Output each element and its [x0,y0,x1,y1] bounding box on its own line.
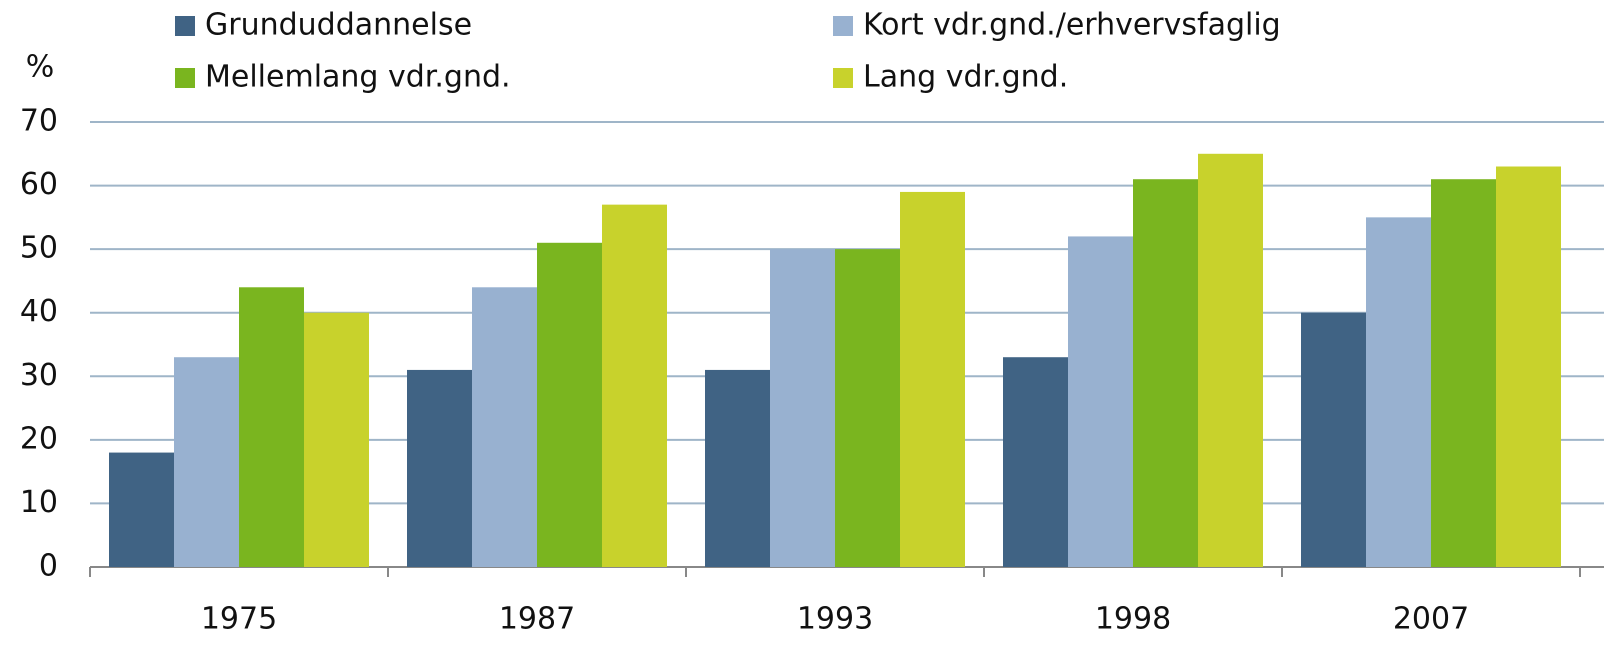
x-tick-label: 1993 [797,602,873,637]
legend-label: Grunduddannelse [205,8,472,43]
bar [1366,217,1431,567]
bar [174,357,239,567]
x-tick-label: 1998 [1095,602,1171,637]
y-tick-label: 40 [20,294,58,329]
bar [1068,236,1133,567]
legend-swatch [833,16,853,36]
bar [472,287,537,567]
bar [1301,312,1366,567]
legend-label: Lang vdr.gnd. [863,60,1068,95]
legend-swatch [833,68,853,88]
y-tick-label: 70 [20,104,58,139]
bar [1003,357,1068,567]
legend-label: Kort vdr.gnd./erhvervsfaglig [863,8,1281,43]
x-tick-label: 1975 [201,602,277,637]
y-tick-label: 10 [20,485,58,520]
legend-label: Mellemlang vdr.gnd. [205,60,511,95]
x-tick-label: 2007 [1393,602,1469,637]
bar [239,287,304,567]
bar [537,242,602,568]
x-tick-label: 1987 [499,602,575,637]
y-tick-label: 50 [20,231,58,266]
bar [770,249,835,567]
bar [407,369,472,567]
bar [602,204,667,567]
bar [1496,166,1561,567]
bar [1431,179,1496,567]
legend-swatch [175,16,195,36]
y-tick-label: 30 [20,358,58,393]
bar [900,191,965,567]
y-axis-label: % [26,50,55,85]
bar [304,312,369,567]
bar [1198,153,1263,568]
bar [835,249,900,567]
y-tick-label: 60 [20,167,58,202]
bar [705,369,770,567]
y-tick-label: 0 [39,549,58,584]
bar [109,452,174,567]
bar [1133,179,1198,567]
y-tick-label: 20 [20,421,58,456]
legend-swatch [175,68,195,88]
